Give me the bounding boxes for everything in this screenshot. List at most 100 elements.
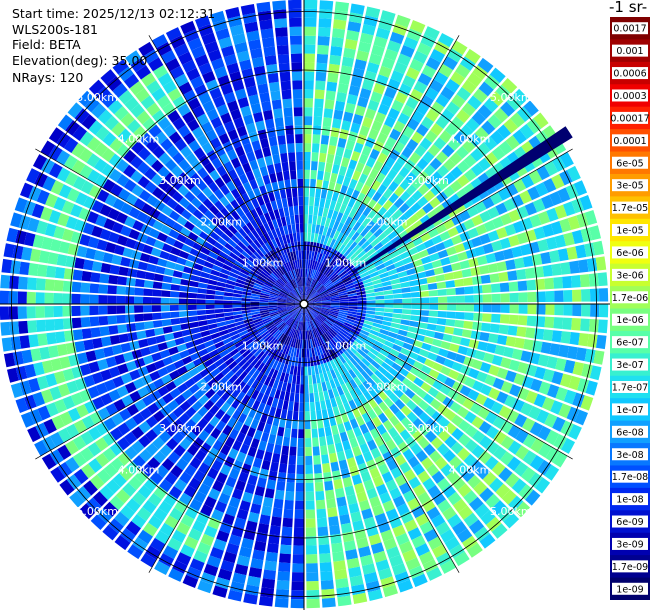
ppi-gate-cell — [355, 363, 364, 374]
ppi-gate-cell — [383, 397, 394, 408]
ppi-gate-cell — [232, 572, 247, 585]
ppi-gate-cell — [446, 296, 457, 303]
ppi-gate-cell — [152, 410, 165, 423]
ppi-gate-cell — [277, 307, 287, 311]
ppi-gate-cell — [146, 80, 161, 95]
ppi-gate-cell — [416, 42, 432, 56]
ppi-gate-cell — [380, 324, 391, 331]
ppi-gate-cell — [291, 590, 304, 600]
ppi-gate-cell — [137, 484, 152, 499]
ppi-gate-cell — [550, 400, 563, 415]
ppi-gate-cell — [222, 380, 233, 391]
ppi-gate-cell — [153, 486, 168, 500]
ppi-gate-cell — [79, 389, 92, 403]
ppi-gate-cell — [529, 455, 545, 471]
ppi-gate-cell — [319, 290, 328, 296]
ppi-gate-cell — [168, 486, 183, 500]
ppi-gate-cell — [362, 116, 373, 129]
ppi-gate-cell — [232, 33, 246, 45]
ppi-gate-cell — [116, 285, 126, 295]
ppi-gate-cell — [370, 275, 381, 282]
ppi-gate-cell — [230, 157, 241, 169]
ppi-gate-cell — [127, 268, 138, 278]
ppi-gate-cell — [311, 161, 318, 171]
ppi-gate-cell — [298, 429, 304, 439]
ppi-gate-cell — [171, 178, 183, 191]
ppi-gate-cell — [321, 597, 336, 608]
ppi-gate-cell — [252, 494, 264, 506]
ppi-gate-cell — [421, 456, 434, 470]
ppi-gate-cell — [350, 343, 360, 352]
ppi-gate-cell — [315, 261, 320, 271]
ppi-gate-cell — [279, 311, 289, 317]
ppi-gate-cell — [468, 519, 485, 535]
ppi-gate-cell — [365, 156, 376, 168]
ppi-gate-cell — [145, 362, 157, 374]
range-ring-label: 5.00km — [76, 91, 118, 104]
ppi-gate-cell — [312, 296, 321, 301]
ppi-gate-cell — [276, 171, 284, 182]
ppi-gate-cell — [260, 28, 274, 39]
ppi-gate-cell — [329, 292, 339, 297]
ppi-gate-cell — [114, 511, 130, 527]
ppi-gate-cell — [252, 400, 261, 411]
ppi-gate-cell — [178, 158, 191, 172]
ppi-gate-cell — [297, 277, 301, 287]
ppi-gate-cell — [236, 50, 250, 63]
ppi-gate-cell — [109, 264, 120, 275]
ppi-gate-cell — [284, 179, 291, 190]
ppi-gate-cell — [337, 375, 345, 386]
ppi-gate-cell — [484, 374, 497, 387]
ppi-gate-cell — [182, 59, 197, 73]
ppi-gate-cell — [350, 3, 365, 15]
ppi-gate-cell — [321, 305, 331, 308]
ppi-gate-cell — [112, 376, 125, 388]
ppi-gate-cell — [504, 472, 520, 488]
ppi-gate-cell — [311, 250, 315, 261]
colorbar-tick-label: 6e-05 — [616, 158, 643, 169]
ppi-gate-cell — [111, 344, 123, 355]
ppi-gate-cell — [351, 244, 361, 253]
ppi-gate-cell — [343, 248, 352, 258]
ppi-gate-cell — [198, 277, 209, 284]
ppi-gate-cell — [402, 304, 412, 309]
ppi-gate-cell — [191, 126, 205, 139]
beam-blockage-sector — [352, 126, 573, 274]
ppi-gate-cell — [528, 169, 543, 185]
ppi-gate-cell — [431, 544, 448, 558]
ppi-gate-cell — [228, 496, 241, 509]
ppi-gate-cell — [286, 336, 292, 346]
ppi-gate-cell — [125, 238, 137, 249]
ppi-gate-cell — [428, 289, 438, 297]
ppi-gate-cell — [288, 293, 297, 300]
ppi-gate-cell — [306, 339, 309, 349]
ppi-gate-cell — [375, 295, 385, 300]
ppi-gate-cell — [285, 345, 291, 356]
ppi-gate-cell — [311, 428, 319, 438]
ppi-gate-cell — [272, 416, 280, 427]
ppi-gate-cell — [247, 244, 256, 254]
ppi-gate-cell — [330, 305, 340, 308]
ppi-gate-cell — [335, 414, 343, 425]
ppi-gate-cell — [315, 327, 321, 337]
ppi-gate-cell — [373, 228, 384, 238]
ppi-gate-cell — [91, 200, 104, 214]
ppi-gate-cell — [306, 277, 310, 287]
ppi-gate-cell — [370, 542, 385, 555]
ppi-gate-cell — [337, 137, 347, 149]
ppi-gate-cell — [451, 476, 466, 491]
ppi-gate-cell — [53, 318, 64, 331]
ppi-gate-cell — [234, 367, 245, 378]
ppi-gate-cell — [192, 373, 203, 383]
ppi-gate-cell — [321, 308, 330, 313]
ppi-gate-cell — [411, 394, 423, 405]
ppi-gate-cell — [80, 282, 91, 293]
ppi-gate-cell — [328, 248, 335, 258]
ppi-gate-cell — [291, 290, 298, 298]
ppi-gate-cell — [41, 360, 54, 374]
ppi-gate-cell — [296, 169, 303, 179]
ppi-gate-cell — [459, 337, 471, 347]
ppi-gate-cell — [447, 48, 463, 63]
ppi-gate-cell — [297, 438, 304, 448]
ppi-gate-cell — [226, 255, 237, 264]
